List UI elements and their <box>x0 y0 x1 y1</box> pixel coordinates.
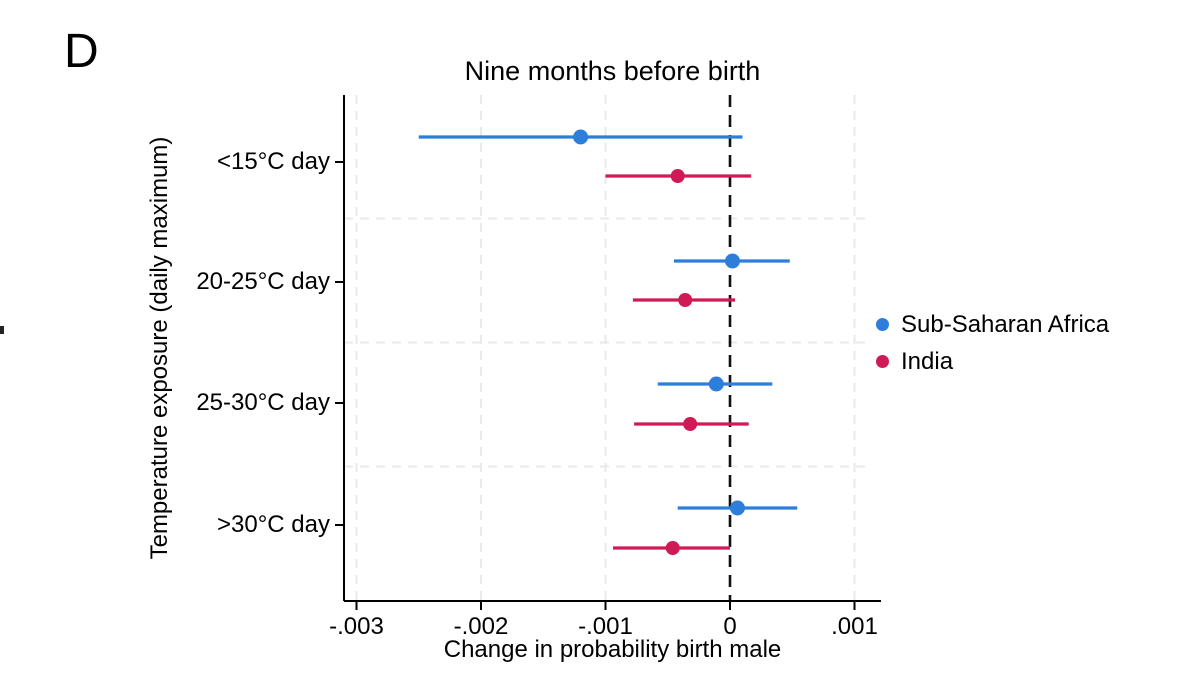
x-tick-label: -.001 <box>578 613 633 640</box>
x-tick-label: 0 <box>723 613 737 640</box>
category-label: 20-25°C day <box>196 268 330 295</box>
category-label: 25-30°C day <box>196 389 330 416</box>
legend-label: India <box>901 347 954 375</box>
category-label: <15°C day <box>216 148 330 175</box>
point-estimate-marker <box>670 169 685 183</box>
point-estimate-marker <box>683 417 698 431</box>
chart-title: Nine months before birth <box>464 56 761 86</box>
category-label: >30°C day <box>216 511 330 538</box>
legend: Sub-Saharan Africa India <box>876 306 1109 380</box>
x-tick-label: -.002 <box>453 613 509 640</box>
legend-label: Sub-Saharan Africa <box>901 310 1110 338</box>
panel-letter: D <box>64 25 100 78</box>
legend-item-sub-saharan-africa: Sub-Saharan Africa <box>876 306 1109 343</box>
crop-artifact <box>0 326 4 334</box>
point-estimate-marker <box>678 293 693 307</box>
x-axis-label: Change in probability birth male <box>443 636 782 663</box>
point-estimate-marker <box>665 541 680 555</box>
legend-marker-icon <box>876 355 889 368</box>
point-estimate-marker <box>573 129 589 145</box>
point-estimate-marker <box>708 376 724 392</box>
point-estimate-marker <box>724 253 740 269</box>
point-estimate-marker <box>729 500 745 516</box>
x-tick-label: .001 <box>831 613 878 640</box>
x-tick-label: -.003 <box>329 613 384 640</box>
legend-marker-icon <box>876 318 889 331</box>
category-labels: <15°C day 20-25°C day 25-30°C day >30°C day <box>0 0 330 675</box>
legend-item-india: India <box>876 343 1109 380</box>
